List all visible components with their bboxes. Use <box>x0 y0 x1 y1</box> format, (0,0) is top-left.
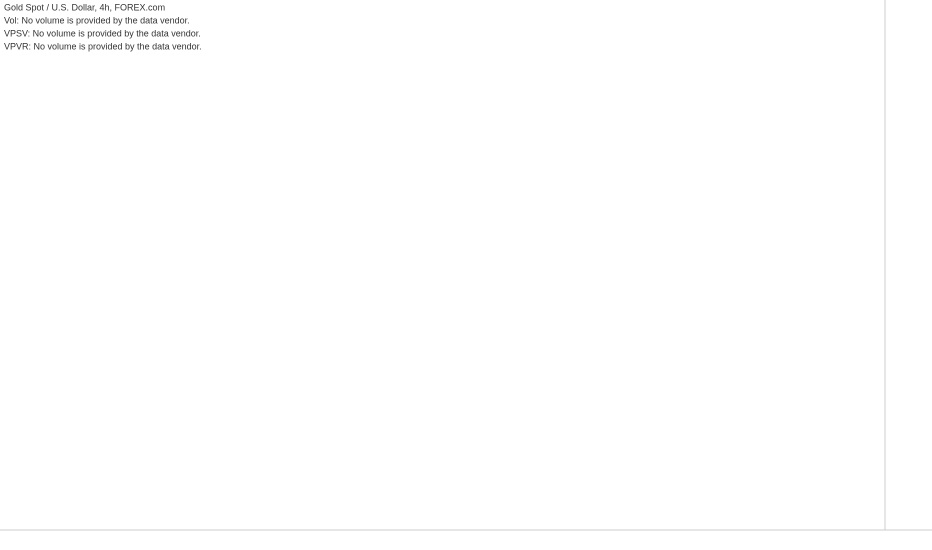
chart-title: Gold Spot / U.S. Dollar, 4h, FOREX.com <box>4 2 165 12</box>
indicator-label: Vol: No volume is provided by the data v… <box>4 15 190 25</box>
indicator-label: VPVR: No volume is provided by the data … <box>4 41 202 51</box>
indicator-label: VPSV: No volume is provided by the data … <box>4 28 201 38</box>
